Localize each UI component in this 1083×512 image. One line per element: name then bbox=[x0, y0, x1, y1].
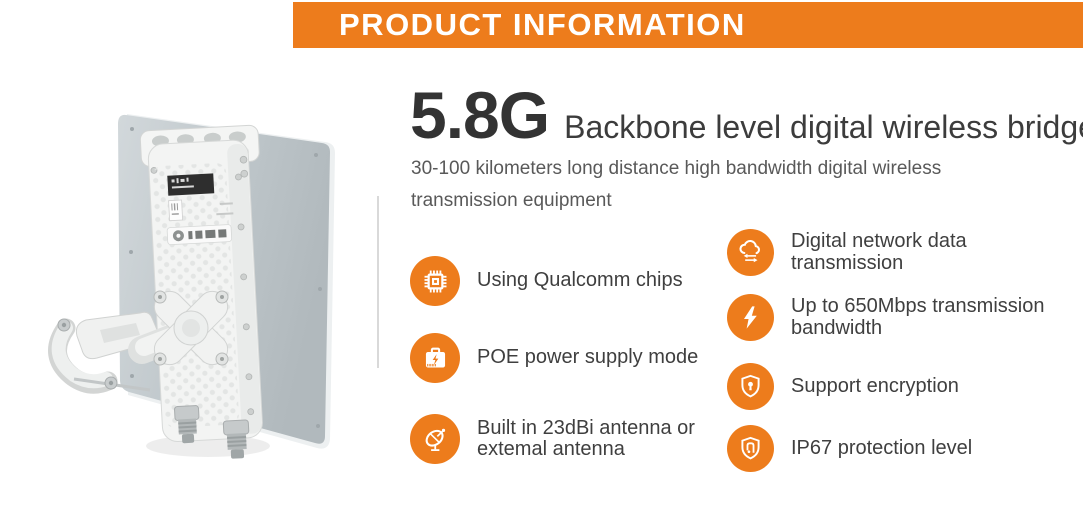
headline: 5.8G Backbone level digital wireless bri… bbox=[410, 82, 1083, 148]
feature-label: Using Qualcomm chips bbox=[477, 269, 683, 292]
product-image bbox=[48, 114, 335, 459]
feature-encryption: Support encryption bbox=[727, 363, 959, 410]
feature-ip67: IP67 protection level bbox=[727, 425, 972, 472]
page-title: PRODUCT INFORMATION bbox=[339, 7, 746, 42]
headline-text: Backbone level digital wireless bridge bbox=[564, 109, 1083, 145]
feature-label: IP67 protection level bbox=[791, 436, 973, 459]
subtitle: 30-100 kilometers long distance high ban… bbox=[411, 158, 942, 211]
shield-lock-icon bbox=[727, 363, 774, 410]
feature-label: extemal antenna bbox=[477, 438, 625, 460]
banner: PRODUCT INFORMATION bbox=[293, 2, 1083, 48]
feature-label: Up to 650Mbps transmission bbox=[791, 295, 1045, 317]
feature-label: bandwidth bbox=[791, 316, 883, 339]
feature-label: Digital network data bbox=[791, 230, 967, 252]
chip-icon bbox=[410, 256, 460, 306]
vertical-divider bbox=[377, 196, 379, 368]
feature-label: POE power supply mode bbox=[477, 346, 699, 369]
feature-bandwidth: Up to 650Mbps transmission bandwidth bbox=[727, 294, 1044, 341]
feature-label: Support encryption bbox=[791, 374, 959, 397]
cloud-transfer-icon bbox=[727, 229, 774, 276]
feature-antenna: Built in 23dBi antenna or extemal antenn… bbox=[410, 414, 695, 464]
satellite-dish-icon bbox=[410, 414, 460, 464]
lightning-icon bbox=[727, 294, 774, 341]
feature-label: Built in 23dBi antenna or bbox=[477, 416, 695, 439]
feature-poe-power: POE power supply mode bbox=[410, 333, 698, 383]
shield-device-icon bbox=[727, 425, 774, 472]
feature-label: transmission bbox=[791, 251, 904, 274]
feature-digital-transmission: Digital network data transmission bbox=[727, 229, 967, 276]
poe-power-icon bbox=[410, 333, 460, 383]
headline-highlight: 5.8G bbox=[410, 78, 550, 152]
feature-qualcomm-chips: Using Qualcomm chips bbox=[410, 256, 683, 306]
